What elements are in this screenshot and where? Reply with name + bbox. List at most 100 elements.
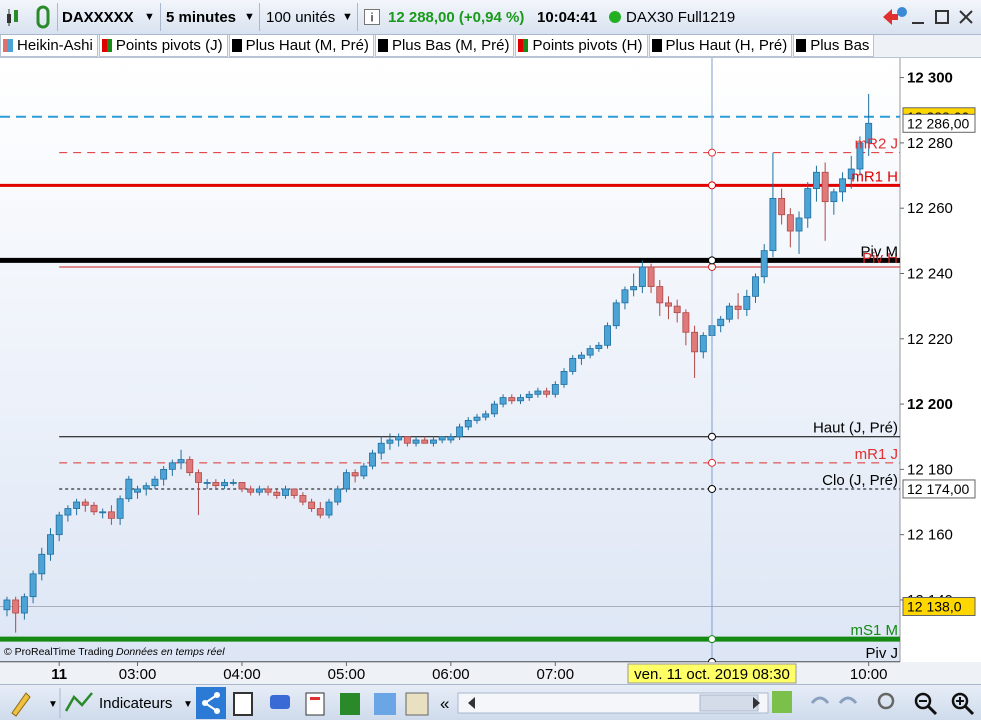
candle-body [778,197,786,216]
crosshair-marker [707,181,716,190]
info-icon[interactable]: i [364,9,380,25]
quantity[interactable]: 100 unités [266,9,336,26]
indicator-tab[interactable]: Plus Haut (M, Pré) [228,35,374,57]
candle-body [160,468,168,480]
candle-body [630,286,638,291]
candle-body [621,289,629,304]
arrow[interactable]: ▼ [183,699,193,710]
tab-label: Plus Bas [810,37,870,54]
candle-body [447,436,455,441]
clock: 10:04:41 [537,9,598,26]
price-tag-label: 12 138,0 [907,598,962,614]
candle-body [12,599,20,614]
candle-body [560,371,568,385]
candle-body [804,188,812,219]
candle-body [351,472,359,477]
candle-body [786,214,794,232]
tab-color [651,39,662,52]
candle-body [3,599,11,611]
candle-body [508,397,516,402]
crosshair-marker [707,256,716,265]
bottom-toolbar: ▼ Indicateurs ▼ « [0,684,981,720]
candle-body [369,452,376,467]
instrument[interactable]: DAXXXXX [62,9,134,26]
dropdown-arrow[interactable]: ▼ [244,11,255,23]
candle-body [656,286,664,304]
x-tick-label: 04:00 [223,666,261,683]
crosshair-label-box [627,663,797,684]
svg-text:i: i [370,11,373,25]
tab-color [518,39,529,52]
chart-icon[interactable] [4,6,26,28]
candle-body [577,354,585,359]
y-tick-label: 12 300 [907,70,953,87]
dropdown-arrow[interactable]: ▼ [342,11,353,23]
indicator-tab[interactable]: Points pivots (J) [98,35,228,57]
level-label: Piv M [861,243,899,260]
indicator-tab[interactable]: Plus Haut (H, Pré) [648,35,793,57]
chart: © ProRealTime Trading Données en temps r… [0,58,981,684]
bottom-icons[interactable]: ▼ Indicateurs ▼ « [0,685,981,721]
candle-body [282,488,289,496]
tab-label: Heikin-Ashi [17,37,93,54]
candle-body [856,142,864,170]
candle-body [316,508,324,516]
tab-label: Points pivots (H) [532,37,643,54]
quote: 12 288,00 (+0,94 %) [388,9,525,26]
dropdown-arrow[interactable]: ▼ [144,11,155,23]
candle-body [395,436,403,441]
scroll-left[interactable]: « [440,694,449,713]
candle-body [47,534,54,555]
candle-body [55,514,63,536]
link-icon[interactable] [34,5,54,29]
timeframe[interactable]: 5 minutes [166,9,237,26]
crosshair-marker [707,262,716,271]
level-label: mR1 J [855,446,898,463]
indicator-tab[interactable]: Points pivots (H) [515,35,648,57]
candle-body [604,325,611,346]
arrow[interactable]: ▼ [48,699,58,710]
price-tag [902,479,976,499]
price-tag-label: 12 174,00 [907,481,969,497]
x-tick-label: 10:00 [850,666,888,683]
level-label: mR2 J [855,136,898,153]
indicators-button[interactable]: Indicateurs [99,695,172,712]
candle-body [99,511,107,514]
indicator-tab[interactable]: Plus Bas [793,35,875,57]
candle-body [229,482,237,484]
candle-body [665,302,672,307]
candle-body [464,419,472,428]
candle-body [551,384,559,395]
tab-color [101,39,112,52]
level-label: Haut (J, Pré) [813,420,898,437]
level-label: mS1 M [850,622,898,639]
candle-body [386,439,394,444]
candle-body [865,122,873,144]
candle-body [412,439,420,444]
crosshair-marker [707,148,716,157]
candle-body [107,511,115,519]
candle-body [769,197,777,252]
tab-label: Points pivots (J) [115,37,223,54]
indicator-tab[interactable]: Heikin-Ashi [0,35,98,57]
price-tag [902,113,976,133]
candle-body [482,413,490,418]
feed-status: Données en temps réel [116,646,225,658]
indicator-tab[interactable]: Plus Bas (M, Pré) [374,35,515,57]
candle-body [29,573,37,598]
contract: DAX30 Full1219 [626,9,736,26]
candle-body [830,191,838,203]
candle-body [490,403,498,415]
tab-color [3,39,13,52]
candle-body [534,390,542,395]
candle-body [595,344,603,349]
tab-label: Plus Bas (M, Pré) [391,37,510,54]
candle-body [299,495,307,503]
candle-body [151,478,159,487]
window-controls[interactable] [880,5,980,29]
candle-body [168,462,176,470]
candle-body [821,171,829,203]
candle-body [334,488,342,503]
tab-label: Plus Haut (M, Pré) [245,37,369,54]
candle-body [90,504,98,513]
